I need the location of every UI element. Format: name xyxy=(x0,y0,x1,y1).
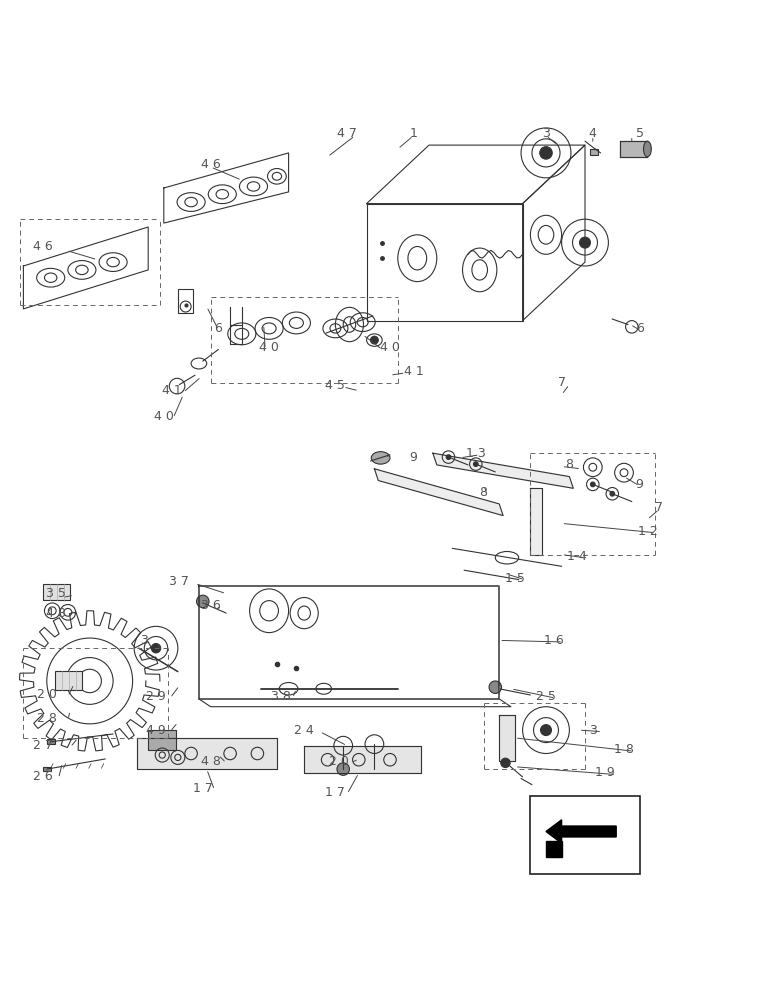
Polygon shape xyxy=(304,746,421,773)
Polygon shape xyxy=(374,469,503,516)
Bar xyxy=(530,796,640,874)
Text: 2 6: 2 6 xyxy=(33,770,53,783)
Text: 4 1: 4 1 xyxy=(161,384,182,397)
Ellipse shape xyxy=(371,452,390,464)
Text: 1 7: 1 7 xyxy=(193,782,213,795)
Text: 1 3: 1 3 xyxy=(466,447,486,460)
Text: 4 0: 4 0 xyxy=(259,341,279,354)
Text: 3: 3 xyxy=(140,634,148,647)
Circle shape xyxy=(590,482,595,487)
Polygon shape xyxy=(546,841,562,857)
Text: 4 8: 4 8 xyxy=(46,607,66,620)
Text: 6: 6 xyxy=(636,322,643,335)
Text: 4 6: 4 6 xyxy=(200,158,221,171)
Bar xyxy=(43,767,51,771)
Circle shape xyxy=(337,763,349,775)
Bar xyxy=(590,149,598,155)
Text: 4 0: 4 0 xyxy=(154,410,174,423)
Polygon shape xyxy=(136,738,277,769)
Text: 4 7: 4 7 xyxy=(337,127,357,140)
Text: 9: 9 xyxy=(636,478,643,491)
Text: 2 8: 2 8 xyxy=(37,712,57,725)
Text: 3 6: 3 6 xyxy=(200,599,221,612)
Text: 4 6: 4 6 xyxy=(33,240,53,253)
Circle shape xyxy=(541,725,551,736)
Text: 4 8: 4 8 xyxy=(200,755,221,768)
Polygon shape xyxy=(499,714,515,761)
Polygon shape xyxy=(546,820,616,843)
Text: 3 5: 3 5 xyxy=(46,587,66,600)
Bar xyxy=(148,730,176,750)
Text: 1 7: 1 7 xyxy=(325,786,346,799)
Text: 3: 3 xyxy=(542,127,550,140)
Circle shape xyxy=(489,681,502,693)
Circle shape xyxy=(446,455,451,459)
Text: 5: 5 xyxy=(636,127,643,140)
Text: 2 9: 2 9 xyxy=(146,690,166,703)
Text: 1 2: 1 2 xyxy=(637,525,658,538)
Text: 4 9: 4 9 xyxy=(146,724,166,737)
Circle shape xyxy=(151,644,161,653)
Circle shape xyxy=(610,491,615,496)
Text: 2 0: 2 0 xyxy=(329,755,349,768)
Text: 2 5: 2 5 xyxy=(536,690,556,703)
Text: 4: 4 xyxy=(589,127,597,140)
Circle shape xyxy=(197,595,209,608)
Text: 3 7: 3 7 xyxy=(169,575,190,588)
Text: 2 4: 2 4 xyxy=(294,724,314,737)
Circle shape xyxy=(501,758,510,768)
Bar xyxy=(43,584,70,600)
Circle shape xyxy=(540,147,552,159)
Ellipse shape xyxy=(367,334,382,346)
Circle shape xyxy=(180,301,191,312)
Bar xyxy=(55,671,82,690)
Text: 3: 3 xyxy=(589,724,597,737)
Text: 2 0: 2 0 xyxy=(37,688,57,702)
Circle shape xyxy=(580,237,590,248)
Text: 1 9: 1 9 xyxy=(594,766,615,780)
Text: 1 8: 1 8 xyxy=(614,743,634,756)
Text: 4 0: 4 0 xyxy=(380,341,400,354)
Polygon shape xyxy=(530,488,542,555)
Text: 4 1: 4 1 xyxy=(403,365,424,378)
Text: 3 8: 3 8 xyxy=(271,690,291,703)
Text: 1 5: 1 5 xyxy=(505,571,525,584)
Text: 8: 8 xyxy=(480,486,488,499)
Text: 1: 1 xyxy=(410,127,417,140)
Text: 7: 7 xyxy=(558,376,565,389)
Bar xyxy=(47,739,55,744)
Text: 4 5: 4 5 xyxy=(325,379,346,392)
Ellipse shape xyxy=(644,141,651,157)
Text: 6: 6 xyxy=(215,322,222,335)
Text: 8: 8 xyxy=(566,458,573,471)
Polygon shape xyxy=(433,453,573,488)
Circle shape xyxy=(473,462,478,466)
Text: 7: 7 xyxy=(655,501,663,514)
Text: 1 4: 1 4 xyxy=(567,550,587,563)
Circle shape xyxy=(370,336,378,344)
Bar xyxy=(178,289,193,313)
Text: 2 7: 2 7 xyxy=(33,739,53,752)
Text: 1 6: 1 6 xyxy=(544,634,564,647)
Text: 9: 9 xyxy=(410,451,417,464)
